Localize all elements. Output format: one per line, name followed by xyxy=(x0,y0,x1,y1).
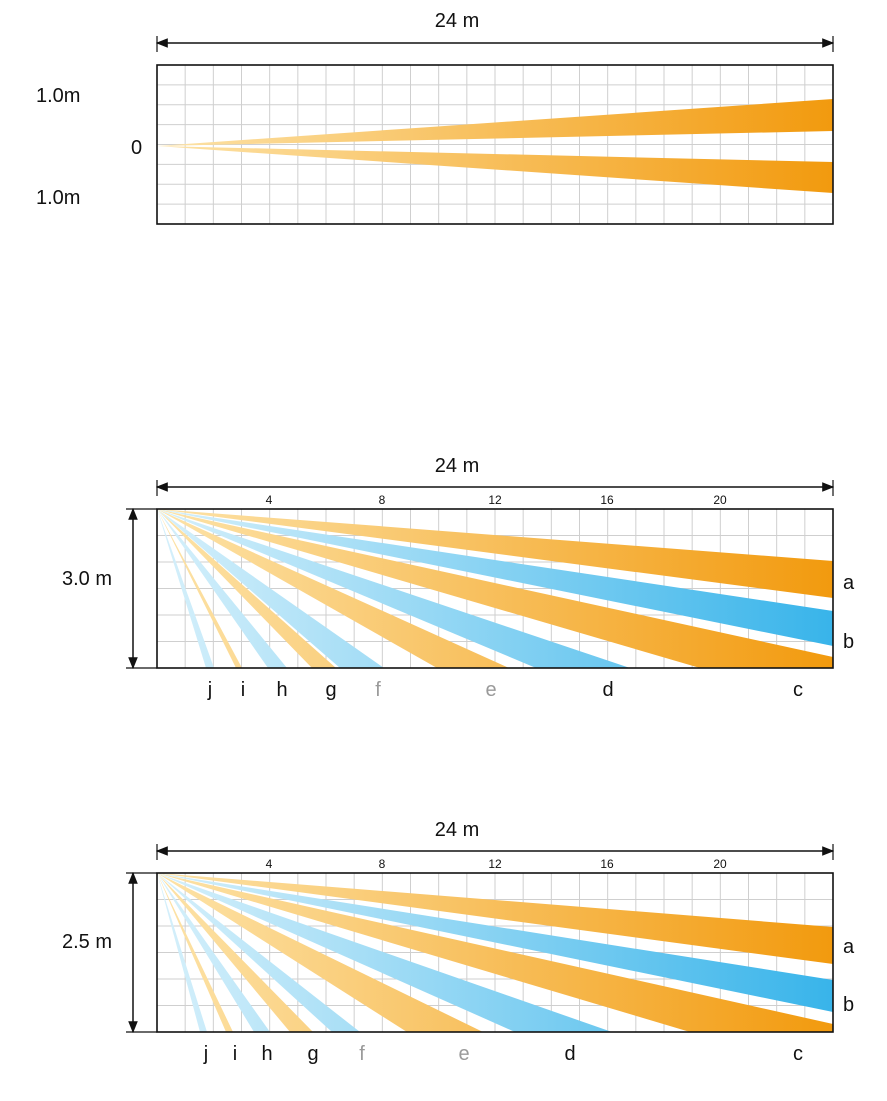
mid-zone-label-i: i xyxy=(241,679,245,701)
bot-zone-label-d: d xyxy=(564,1043,575,1065)
mid-height-label: 3.0 m xyxy=(62,568,112,590)
detection-beam-b xyxy=(157,873,833,1012)
mid-width-label: 24 m xyxy=(435,455,479,477)
mid-zone-label-g: g xyxy=(325,679,336,701)
detection-beam-b xyxy=(157,509,833,646)
mid-zone-label-f: f xyxy=(375,679,381,701)
side-view-3m-diagram: 24 m 4 8 12 16 20 3.0 m a b j i h g f e … xyxy=(62,455,855,701)
detection-beam-i xyxy=(157,509,242,668)
top-lower-beam xyxy=(157,146,833,193)
bot-beams xyxy=(157,873,833,1032)
detection-beam-g xyxy=(157,509,336,668)
detection-beam-j xyxy=(157,873,207,1032)
mid-zone-label-h: h xyxy=(276,679,287,701)
mid-zone-label-d: d xyxy=(602,679,613,701)
detection-beam-a xyxy=(157,509,833,598)
detection-beam-j xyxy=(157,509,214,668)
mid-tick-16: 16 xyxy=(600,493,614,507)
top-view-diagram: 24 m 1.0m 0 1.0m xyxy=(36,10,835,225)
mid-zone-label-e: e xyxy=(485,679,496,701)
bot-zone-label-g: g xyxy=(307,1043,318,1065)
mid-zone-label-j: j xyxy=(207,679,212,701)
bot-width-label: 24 m xyxy=(435,819,479,841)
mid-zone-label-b: b xyxy=(843,631,854,653)
bot-tick-12: 12 xyxy=(488,857,502,871)
bot-tick-20: 20 xyxy=(713,857,727,871)
detection-beam-a xyxy=(157,873,833,964)
detection-beam-d xyxy=(157,509,630,668)
bot-zone-label-b: b xyxy=(843,994,854,1016)
bot-zone-label-j: j xyxy=(203,1043,208,1065)
mid-tick-12: 12 xyxy=(488,493,502,507)
mid-tick-4: 4 xyxy=(266,493,273,507)
bot-tick-4: 4 xyxy=(266,857,273,871)
detection-beam-h xyxy=(157,873,270,1032)
bot-frame xyxy=(156,872,834,1033)
top-center-label: 0 xyxy=(131,137,142,159)
top-lower-distance-label: 1.0m xyxy=(36,187,80,209)
mid-zone-label-c: c xyxy=(793,679,803,701)
mid-tick-8: 8 xyxy=(379,493,386,507)
detection-beam-e xyxy=(157,509,509,668)
detection-beam-f xyxy=(157,509,384,668)
bot-zone-label-f: f xyxy=(359,1043,365,1065)
bot-zone-label-c: c xyxy=(793,1043,803,1065)
mid-frame xyxy=(156,508,834,669)
mid-tick-20: 20 xyxy=(713,493,727,507)
top-width-label: 24 m xyxy=(435,10,479,32)
detection-beam-d xyxy=(157,873,612,1032)
top-frame xyxy=(156,64,834,225)
detection-beam-c xyxy=(157,873,833,1032)
mid-zone-label-a: a xyxy=(843,572,855,594)
detection-beam-f xyxy=(157,873,360,1032)
side-view-2-5m-diagram: 24 m 4 8 12 16 20 2.5 m a b j i h g f e … xyxy=(62,819,855,1065)
top-upper-beam xyxy=(157,99,833,146)
detection-beam-g xyxy=(157,873,313,1032)
bot-zone-label-a: a xyxy=(843,936,855,958)
detection-beam-h xyxy=(157,509,287,668)
bot-tick-16: 16 xyxy=(600,857,614,871)
bot-zone-label-h: h xyxy=(261,1043,272,1065)
bot-zone-label-i: i xyxy=(233,1043,237,1065)
detection-beam-e xyxy=(157,873,483,1032)
bot-height-label: 2.5 m xyxy=(62,931,112,953)
mid-beams xyxy=(157,509,833,668)
detection-beam-i xyxy=(157,873,233,1032)
top-upper-distance-label: 1.0m xyxy=(36,85,80,107)
top-grid xyxy=(157,65,833,224)
detection-beam-c xyxy=(157,509,833,668)
bot-tick-8: 8 xyxy=(379,857,386,871)
bot-zone-label-e: e xyxy=(458,1043,469,1065)
